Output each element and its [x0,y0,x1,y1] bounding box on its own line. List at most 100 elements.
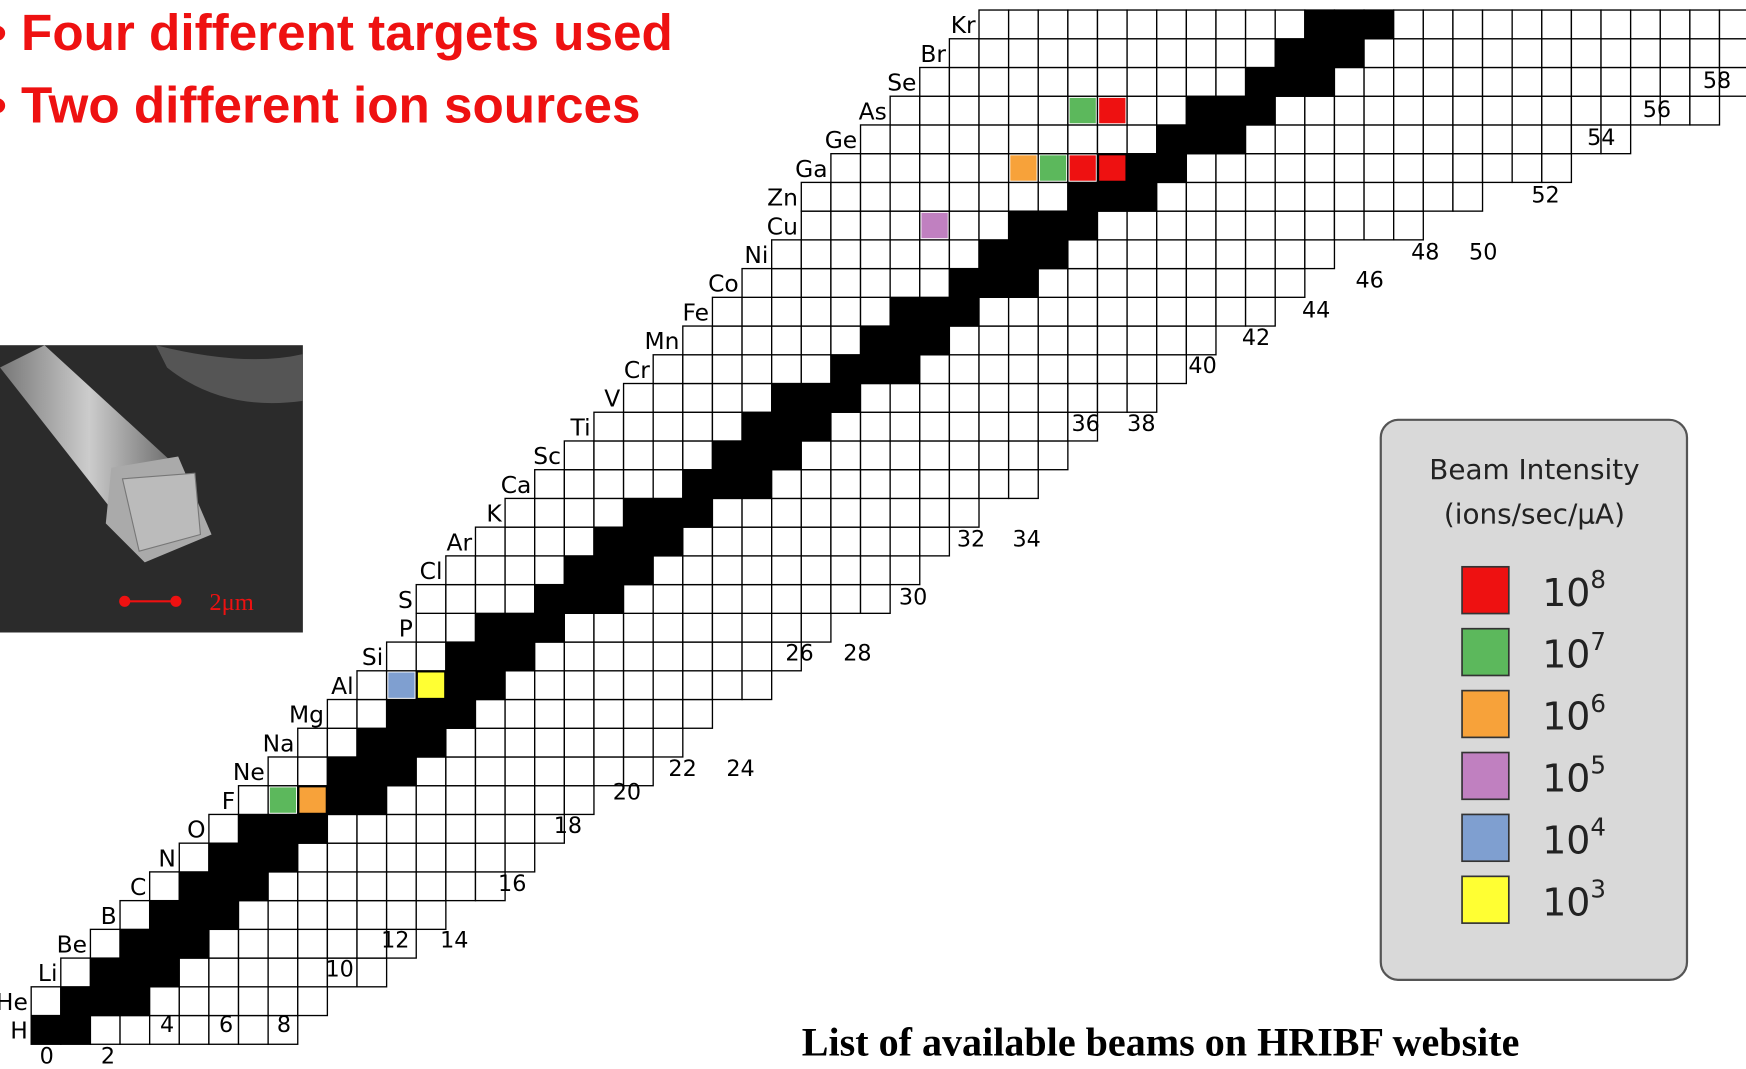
nuclide-cell [624,470,654,499]
nuclide-cell [831,326,861,355]
nuclide-cell [831,556,861,585]
nuclide-cell [683,642,713,671]
element-label: Ca [501,471,532,499]
nuclide-cell [1009,182,1039,211]
nuclide-cell [1127,326,1157,355]
scale-bar-label: 2μm [209,589,253,616]
nuclide-cell [624,412,654,441]
nuclide-cell [387,728,417,757]
nuclide-cell [446,843,476,872]
nuclide-cell [1690,39,1720,68]
nuclide-cell [1571,10,1601,39]
nuclide-cell [801,384,831,413]
nuclide-cell [712,498,742,527]
element-label: Se [887,69,916,97]
nuclide-cell [1068,240,1098,269]
nuclide-cell [1571,39,1601,68]
nuclide-cell [712,613,742,642]
nuclide-cell [653,613,683,642]
nuclide-cell [890,125,920,154]
neutron-label: 6 [219,1012,233,1038]
nuclide-cell [1038,269,1068,298]
nuclide-cell [1009,96,1039,125]
nuclide-cell [624,700,654,729]
nuclide-cell [209,958,239,987]
nuclide-cell [861,412,891,441]
nuclide-cell [683,585,713,614]
nuclide-cell [949,269,979,298]
nuclide-cell [742,642,772,671]
nuclide-cell [1423,67,1453,96]
element-label: Co [708,270,739,298]
nuclide-cell [920,326,950,355]
nuclide-cell [1186,39,1216,68]
nuclide-cell [1127,182,1157,211]
nuclide-cell [1305,10,1335,39]
nuclide-cell [357,814,387,843]
nuclide-cell [1364,96,1394,125]
nuclide-cell [1394,125,1424,154]
nuclide-cell [801,269,831,298]
nuclide-cell [446,700,476,729]
nuclide-cell [861,585,891,614]
nuclide-cell [890,412,920,441]
nuclide-cell [239,958,269,987]
nuclide-cell [801,613,831,642]
nuclide-cell [1453,182,1483,211]
nuclide-cell [1068,10,1098,39]
nuclide-cell [475,786,505,815]
nuclide-cell [949,441,979,470]
nuclide-cell [268,814,298,843]
nuclide-cell [239,987,269,1016]
nuclide-cell [327,901,357,930]
nuclide-cell [949,39,979,68]
nuclide-cell [446,786,476,815]
nuclide-cell [416,814,446,843]
nuclide-cell [1512,67,1542,96]
nuclide-cell [179,987,209,1016]
nuclide-cell [1157,96,1187,125]
nuclide-cell [1542,96,1572,125]
nuclide-cell [239,929,269,958]
nuclide-cell [683,470,713,499]
nuclide-cell [624,728,654,757]
nuclide-cell [1246,154,1276,183]
nuclide-cell [505,613,535,642]
nuclide-cell [890,240,920,269]
nuclide-cell [416,843,446,872]
nuclide-cell [564,470,594,499]
nuclide-cell [1423,10,1453,39]
neutron-label: 42 [1242,325,1270,351]
nuclide-cell [357,700,387,729]
nuclide-cell [1127,39,1157,68]
nuclide-cell [1719,10,1746,39]
nuclide-cell [712,355,742,384]
nuclide-cell [1394,67,1424,96]
nuclide-cell [920,240,950,269]
nuclide-cell [831,182,861,211]
nuclide-cell [387,786,417,815]
nuclide-cell [653,384,683,413]
nuclide-cell [712,556,742,585]
nuclide-cell [979,269,1009,298]
caption: List of available beams on HRIBF website [802,1020,1520,1065]
nuclide-cell [742,384,772,413]
nuclide-cell [1334,96,1364,125]
nuclide-cell [564,757,594,786]
nuclide-cell [979,384,1009,413]
neutron-label: 12 [381,928,409,954]
nuclide-cell [31,1016,61,1045]
nuclide-cell [535,470,565,499]
nuclide-cell [801,182,831,211]
nuclide-cell [801,585,831,614]
nuclide-cell [387,814,417,843]
nuclide-cell [979,326,1009,355]
nuclide-cell [861,556,891,585]
nuclide-cell [1009,297,1039,326]
nuclide-cell [239,1016,269,1045]
nuclide-cell [861,269,891,298]
nuclide-cell [683,441,713,470]
nuclide-cell [446,814,476,843]
nuclide-cell [505,700,535,729]
nuclide-cell [772,585,802,614]
